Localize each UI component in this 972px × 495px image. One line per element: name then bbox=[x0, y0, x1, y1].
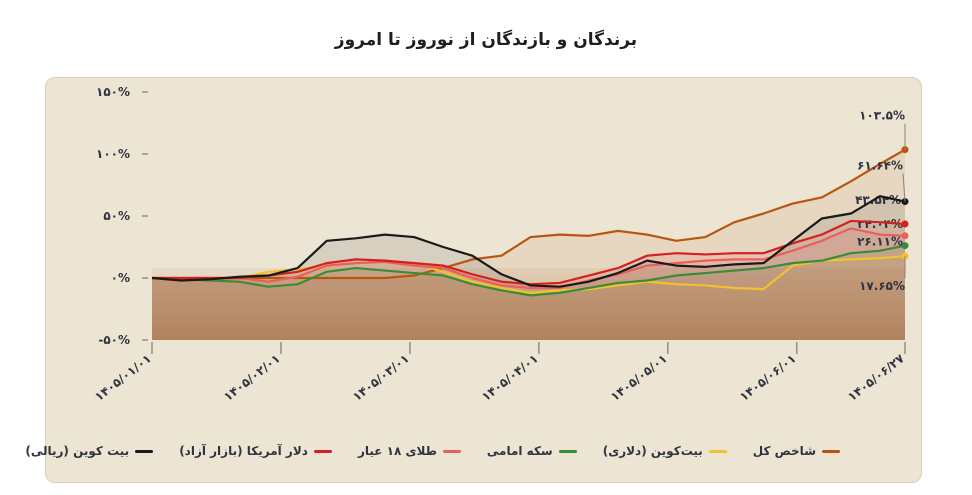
x-tick-label: ۱۴۰۵/۰۶/۰۱ bbox=[737, 351, 799, 404]
end-dot bbox=[901, 232, 909, 240]
series-line bbox=[151, 244, 906, 297]
legend-item: سکه امامی bbox=[487, 444, 577, 458]
x-tick-label: ۱۴۰۵/۰۴/۰۱ bbox=[479, 351, 541, 404]
end-label: ۳۴.۰۴% bbox=[857, 217, 903, 231]
y-tick-label: ۰% bbox=[111, 271, 130, 285]
series-line bbox=[152, 148, 906, 280]
x-tick-label: ۱۴۰۵/۰۳/۰۱ bbox=[350, 351, 412, 404]
series-line bbox=[152, 219, 906, 286]
chart-title: برندگان و بازندگان از نوروز تا امروز bbox=[334, 30, 638, 50]
series-area bbox=[152, 245, 905, 340]
end-label: ۲۶.۱۱% bbox=[857, 235, 903, 249]
legend-swatch bbox=[313, 449, 332, 453]
x-tick-label: ۱۴۰۵/۰۵/۰۱ bbox=[608, 351, 670, 404]
legend-swatch bbox=[708, 449, 727, 453]
legend-item: بیت کوین (ریالی) bbox=[25, 444, 154, 458]
y-tick-label: ۱۵۰% bbox=[96, 85, 130, 99]
legend-item: طلای ۱۸ عیار bbox=[358, 444, 461, 458]
series-line bbox=[151, 227, 906, 290]
series-area bbox=[152, 196, 905, 340]
legend-swatch bbox=[822, 449, 840, 453]
series-area bbox=[152, 220, 905, 340]
legend-item: شاخص کل bbox=[753, 444, 840, 458]
series-area bbox=[152, 149, 905, 340]
legend-label: بیت‌کوین (دلاری) bbox=[602, 444, 703, 458]
legend-label: طلای ۱۸ عیار bbox=[357, 444, 437, 458]
end-dot bbox=[901, 220, 909, 228]
end-label: ۱۰۳.۵% bbox=[859, 109, 905, 123]
legend-label: بیت کوین (ریالی) bbox=[25, 444, 130, 458]
x-tick-label: ۱۴۰۵/۰۶/۲۷ bbox=[845, 351, 907, 404]
legend-swatch bbox=[135, 449, 154, 453]
x-tick-label: ۱۴۰۵/۰۲/۰۱ bbox=[221, 351, 283, 404]
legend: شاخص کل بیت‌کوین (دلاری) سکه امامی طلای ۱۸ … bbox=[25, 444, 840, 458]
series-area bbox=[152, 228, 905, 340]
series-line bbox=[151, 255, 906, 294]
y-tick-label: ۱۰۰% bbox=[96, 147, 130, 161]
series-line bbox=[151, 195, 906, 288]
legend-label: دلار آمریکا (بازار آزاد) bbox=[179, 444, 308, 458]
label-leader bbox=[902, 173, 906, 202]
legend-item: بیت‌کوین (دلاری) bbox=[603, 444, 727, 458]
chart: -۵۰% ۰% ۵۰% ۱۰۰% ۱۵۰% ۱۴۰۵/۰۱/۰۱ ۱۴۰۵/۰۲/۰۱ ۱۴۰… bbox=[92, 85, 909, 404]
legend-label: سکه امامی bbox=[486, 444, 553, 458]
y-tick-label: ۵۰% bbox=[103, 209, 130, 223]
end-label: ۶۱.۶۴% bbox=[857, 159, 903, 173]
end-dot bbox=[901, 242, 909, 250]
y-tick-label: -۵۰% bbox=[98, 333, 130, 347]
legend-swatch bbox=[558, 449, 577, 453]
x-tick-label: ۱۴۰۵/۰۱/۰۱ bbox=[92, 351, 154, 404]
end-label: ۱۷.۶۵% bbox=[859, 279, 905, 293]
legend-swatch bbox=[442, 449, 461, 453]
legend-label: شاخص کل bbox=[752, 444, 816, 458]
legend-item: دلار آمریکا (بازار آزاد) bbox=[179, 444, 332, 458]
